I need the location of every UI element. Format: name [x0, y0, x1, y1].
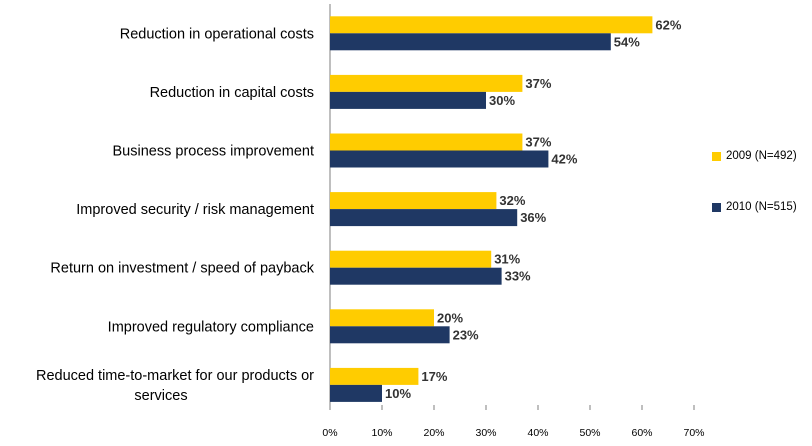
bar-value-label: 37%: [525, 135, 551, 150]
bar-value-label: 32%: [499, 193, 525, 208]
bar: [330, 16, 653, 34]
bar: [330, 33, 611, 51]
bar-value-label: 30%: [489, 93, 515, 108]
bar-value-label: 54%: [614, 34, 640, 49]
x-tick-label: 60%: [631, 427, 652, 439]
category-label: Improved security / risk management: [76, 202, 314, 218]
bar: [330, 267, 502, 285]
bar: [330, 326, 450, 344]
bar: [330, 91, 486, 109]
x-tick-label: 30%: [475, 427, 496, 439]
bar-value-label: 23%: [453, 327, 479, 342]
bar: [330, 133, 523, 151]
category-label: Reduced time-to-market for our products …: [36, 368, 314, 384]
bar: [330, 309, 434, 327]
bar: [330, 384, 382, 402]
legend-item-2010: 2010 (N=515): [712, 201, 797, 213]
bar-value-label: 42%: [551, 152, 577, 167]
bar: [330, 74, 523, 92]
category-label: Reduction in operational costs: [120, 26, 314, 42]
category-label: services: [134, 388, 187, 404]
bar: [330, 367, 419, 385]
category-label: Business process improvement: [113, 144, 314, 160]
bar-value-label: 33%: [505, 269, 531, 284]
bar-value-label: 31%: [494, 252, 520, 267]
category-label: Improved regulatory compliance: [108, 319, 314, 335]
x-tick-label: 20%: [423, 427, 444, 439]
legend-label-2010: 2010 (N=515): [726, 201, 797, 213]
bar-value-label: 36%: [520, 210, 546, 225]
bar-value-label: 20%: [437, 310, 463, 325]
category-label: Return on investment / speed of payback: [50, 261, 314, 277]
bar: [330, 192, 497, 210]
legend-swatch-2009: [712, 151, 721, 161]
bar-value-label: 17%: [421, 369, 447, 384]
bar: [330, 250, 492, 268]
legend-swatch-2010: [712, 202, 721, 212]
x-tick-label: 10%: [371, 427, 392, 439]
legend-label-2009: 2009 (N=492): [726, 150, 797, 162]
legend-item-2009: 2009 (N=492): [712, 150, 797, 162]
x-tick-label: 0%: [322, 427, 337, 439]
bar: [330, 209, 518, 227]
bar-value-label: 10%: [385, 386, 411, 401]
x-tick-label: 50%: [579, 427, 600, 439]
x-tick-label: 70%: [683, 427, 704, 439]
category-label: Reduction in capital costs: [150, 85, 314, 101]
bar: [330, 150, 549, 168]
bar-value-label: 37%: [525, 76, 551, 91]
bar-value-label: 62%: [655, 17, 681, 32]
x-tick-label: 40%: [527, 427, 548, 439]
